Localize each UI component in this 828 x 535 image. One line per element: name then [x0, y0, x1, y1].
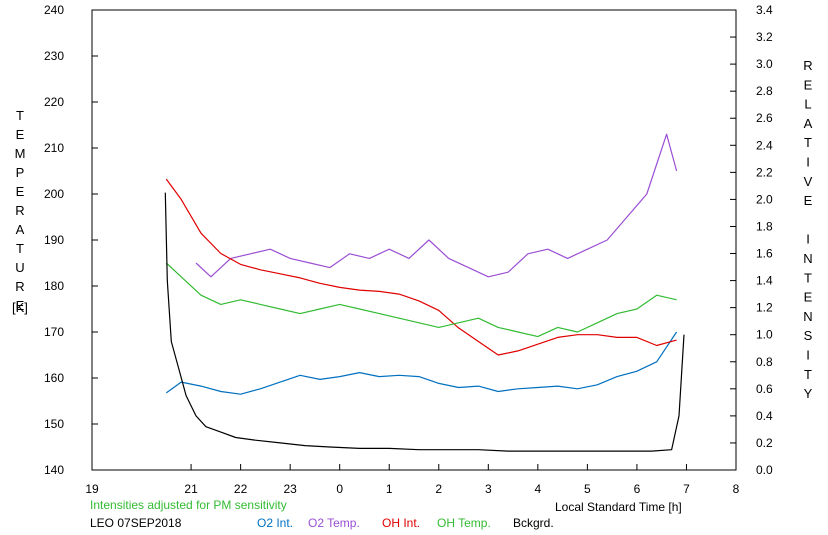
- x-tick-label: 8: [733, 482, 740, 496]
- x-tick-label: 0: [336, 482, 343, 496]
- left-tick-label: 240: [44, 3, 64, 17]
- right-tick-label: 1.8: [756, 219, 773, 233]
- left-axis-title-letter: E: [16, 127, 25, 142]
- series-line-bckgrd: [164, 192, 685, 452]
- right-axis-title-letter: I: [806, 155, 810, 170]
- right-tick-label: 0.4: [756, 409, 773, 423]
- right-axis-title-letter: R: [803, 58, 812, 73]
- right-axis-title-letter: V: [804, 174, 813, 189]
- left-tick-label: 170: [44, 325, 64, 339]
- left-tick-label: 150: [44, 417, 64, 431]
- x-axis: 19 21 22 23 0 1 2 3 4 5 6 7 8: [85, 464, 740, 496]
- series-line-oh-temp: [165, 262, 677, 338]
- legend-entry: OH Temp.: [437, 516, 491, 530]
- left-axis-title-letter: E: [16, 184, 25, 199]
- legend-entry: O2 Temp.: [308, 516, 360, 530]
- left-axis-title-letter: T: [16, 241, 24, 256]
- left-tick-label: 180: [44, 279, 64, 293]
- x-tick-label: 1: [386, 482, 393, 496]
- x-tick-label: 22: [234, 482, 248, 496]
- right-axis-title-letter: T: [804, 367, 812, 382]
- right-axis-title-letter: L: [804, 97, 811, 112]
- left-tick-label: 220: [44, 95, 64, 109]
- right-tick-label: 1.6: [756, 247, 773, 261]
- station-label: LEO 07SEP2018: [90, 516, 182, 530]
- right-tick-label: 0.8: [756, 355, 773, 369]
- left-tick-label: 230: [44, 49, 64, 63]
- right-tick-label: 1.4: [756, 274, 773, 288]
- left-axis-title-letter: A: [16, 222, 25, 237]
- x-tick-label: 23: [283, 482, 297, 496]
- right-axis-title-letter: T: [804, 270, 812, 285]
- right-tick-label: 1.0: [756, 328, 773, 342]
- right-axis-title-letter: E: [804, 290, 813, 305]
- right-tick-label: 2.2: [756, 165, 773, 179]
- x-tick-label: 2: [435, 482, 442, 496]
- left-axis-title-letter: R: [15, 203, 24, 218]
- left-axis-title-letter: R: [15, 279, 24, 294]
- series-line-o2-temp: [195, 133, 678, 278]
- legend: O2 Int. O2 Temp. OH Int. OH Temp. Bckgrd.: [257, 516, 554, 530]
- right-tick-label: 2.6: [756, 111, 773, 125]
- x-tick-label: 4: [535, 482, 542, 496]
- right-tick-label: 2.4: [756, 138, 773, 152]
- right-axis-title-letter: N: [803, 309, 812, 324]
- left-axis: 140 150 160 170 180 190 200 210 220 230 240: [44, 3, 98, 477]
- left-axis-title-letter: M: [15, 146, 26, 161]
- left-tick-label: 200: [44, 187, 64, 201]
- right-axis-title-letter: I: [806, 232, 810, 247]
- right-tick-label: 3.0: [756, 57, 773, 71]
- x-tick-label: 3: [485, 482, 492, 496]
- right-tick-label: 2.8: [756, 84, 773, 98]
- right-tick-label: 1.2: [756, 301, 773, 315]
- left-tick-label: 140: [44, 463, 64, 477]
- x-tick-label: 7: [683, 482, 690, 496]
- left-axis-title-letter: E: [16, 298, 25, 313]
- x-tick-label: 19: [85, 482, 99, 496]
- right-axis-title-letter: E: [804, 77, 813, 92]
- left-axis-title-letter: P: [16, 165, 25, 180]
- series-line-o2-int: [165, 331, 678, 395]
- x-tick-label: 6: [634, 482, 641, 496]
- right-tick-label: 3.2: [756, 30, 773, 44]
- right-tick-label: 0.2: [756, 436, 773, 450]
- legend-entry: O2 Int.: [257, 516, 293, 530]
- x-tick-label: 5: [584, 482, 591, 496]
- right-axis-title-letter: T: [804, 135, 812, 150]
- right-axis-title-letter: Y: [804, 386, 813, 401]
- left-axis-title-letter: U: [15, 260, 24, 275]
- left-tick-label: 190: [44, 233, 64, 247]
- right-axis-title-letter: E: [804, 193, 813, 208]
- series-line-oh-int: [165, 178, 677, 356]
- right-tick-label: 3.4: [756, 3, 773, 17]
- left-tick-label: 160: [44, 371, 64, 385]
- right-tick-label: 0.0: [756, 463, 773, 477]
- legend-entry: OH Int.: [382, 516, 420, 530]
- series-group: [164, 133, 685, 452]
- legend-entry: Bckgrd.: [513, 516, 554, 530]
- x-tick-label: 21: [184, 482, 198, 496]
- right-tick-label: 0.6: [756, 382, 773, 396]
- right-axis: 0.0 0.2 0.4 0.6 0.8 1.0 1.2 1.4 1.6 1.8 2.0 2.2 2.4 2…: [730, 3, 773, 477]
- right-axis-title-letter: A: [804, 116, 813, 131]
- right-axis-title-letter: I: [806, 348, 810, 363]
- left-tick-label: 210: [44, 141, 64, 155]
- x-axis-label: Local Standard Time [h]: [555, 500, 682, 514]
- right-tick-label: 2.0: [756, 192, 773, 206]
- left-axis-unit: [K]: [12, 300, 28, 315]
- note-text: Intensities adjusted for PM sensitivity: [90, 498, 287, 512]
- right-axis-title-letter: S: [804, 328, 813, 343]
- right-axis-title-letter: N: [803, 251, 812, 266]
- left-axis-title-letter: T: [16, 108, 24, 123]
